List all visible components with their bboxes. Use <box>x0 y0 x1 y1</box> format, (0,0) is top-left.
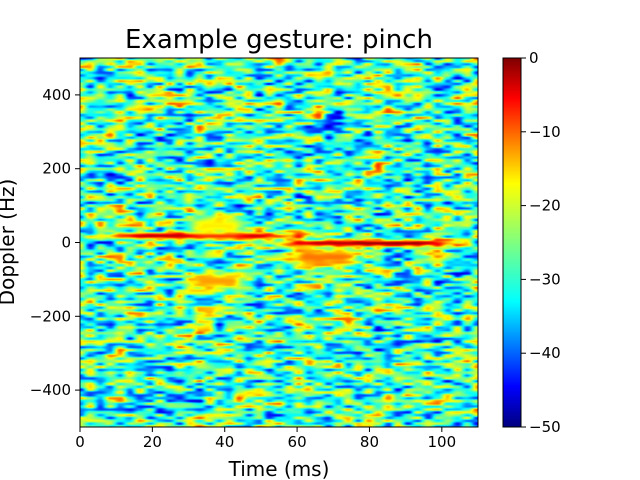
x-tick-label: 20 <box>143 433 162 451</box>
y-tick-label: −400 <box>30 381 71 399</box>
x-tick-label: 60 <box>288 433 307 451</box>
colorbar-tick-label: −20 <box>529 197 561 215</box>
y-axis: −400 −200 0 200 400 <box>30 86 80 399</box>
colorbar-tick-label: −30 <box>529 270 561 288</box>
y-tick-label: −200 <box>30 307 71 325</box>
colorbar-tick-label: 0 <box>529 49 539 67</box>
colorbar <box>502 57 522 428</box>
y-tick-label: 200 <box>42 160 71 178</box>
heatmap-image <box>80 58 478 427</box>
colorbar-axis: 0 −10 −20 −30 −40 −50 <box>521 49 561 436</box>
x-tick-label: 80 <box>360 433 379 451</box>
chart-title: Example gesture: pinch <box>125 25 433 55</box>
colorbar-tick-label: −10 <box>529 123 561 141</box>
x-axis-label: Time (ms) <box>228 457 330 480</box>
x-tick-label: 100 <box>427 433 456 451</box>
y-axis-label: Doppler (Hz) <box>0 179 19 306</box>
colorbar-tick-label: −40 <box>529 344 561 362</box>
x-tick-label: 40 <box>215 433 234 451</box>
y-tick-label: 0 <box>61 234 71 252</box>
x-tick-label: 0 <box>75 433 85 451</box>
plot-area <box>80 58 478 427</box>
x-axis: 0 20 40 60 80 100 <box>75 427 456 451</box>
y-tick-label: 400 <box>42 86 71 104</box>
colorbar-tick-label: −50 <box>529 418 561 436</box>
